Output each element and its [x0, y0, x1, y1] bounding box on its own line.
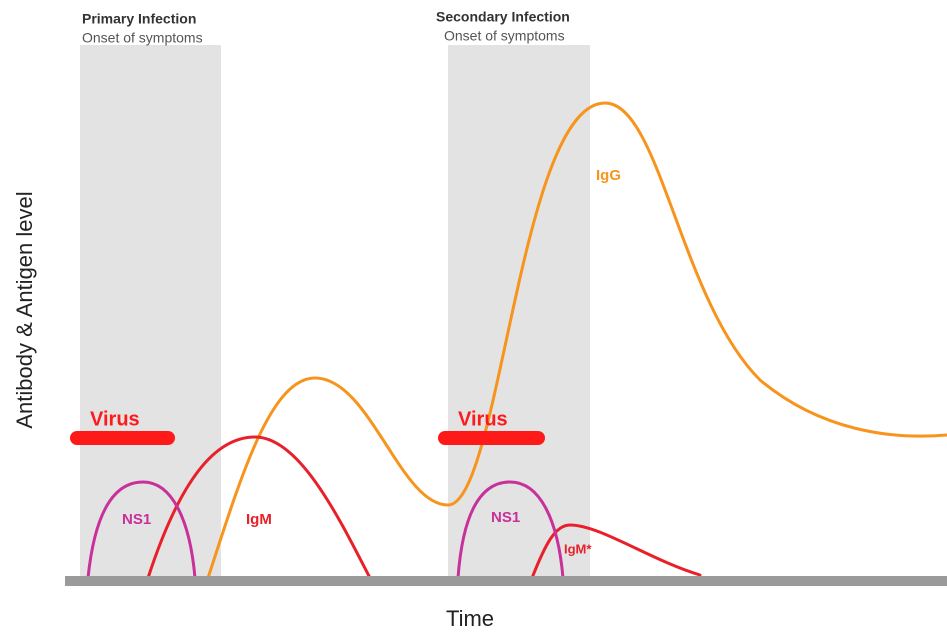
y-axis-label: Antibody & Antigen level	[12, 191, 37, 428]
igg-curve	[206, 101, 947, 580]
ns1-label: NS1	[491, 509, 520, 526]
secondary-title: Secondary Infection	[436, 9, 570, 25]
secondary-subtitle: Onset of symptoms	[444, 28, 565, 44]
ns1-secondary-curve	[456, 480, 565, 580]
primary-band	[80, 45, 221, 578]
primary-title: Primary Infection	[82, 11, 196, 27]
ns1-label: NS1	[122, 511, 151, 528]
time-axis	[65, 576, 947, 586]
igm-label: IgM*	[564, 541, 592, 556]
igm-curve	[146, 435, 372, 580]
primary-subtitle: Onset of symptoms	[82, 30, 203, 46]
igm-label: IgM	[246, 511, 272, 528]
x-axis-label: Time	[446, 606, 494, 631]
igg-label: IgG	[596, 167, 621, 184]
virus-label: Virus	[458, 408, 508, 430]
igm-secondary-curve	[530, 523, 702, 580]
secondary-band	[448, 45, 590, 578]
virus-label: Virus	[90, 408, 140, 430]
ns1-curve	[86, 480, 197, 580]
